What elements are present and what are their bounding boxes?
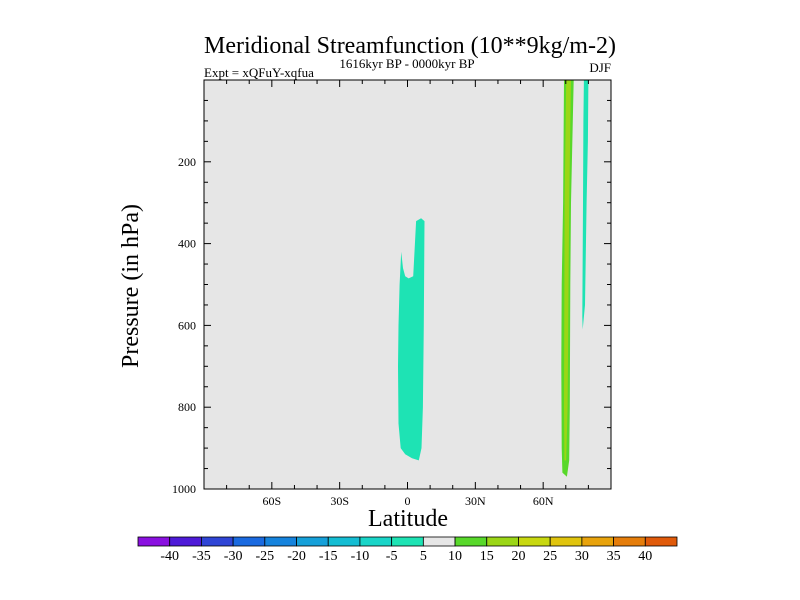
colorbar-label: 15 [480,549,494,564]
colorbar-label: -25 [255,549,274,564]
y-axis-title: Pressure (in hPa) [118,204,144,368]
colorbar-box [454,536,488,547]
x-tick-label: 0 [405,494,411,508]
colorbar-label: -40 [160,549,179,564]
axes: 200 400 600 800 1000 60S 30S 0 30N 60N [172,79,612,508]
colorbar-label: 40 [638,549,652,564]
y-tick-label: 1000 [172,482,196,496]
colorbar-box [581,536,614,547]
colorbar-box [232,536,266,547]
chart-title: Meridional Streamfunction (10**9kg/m-2) [204,33,616,59]
contour-region-3 [564,80,571,461]
colorbar-label: -20 [287,549,306,564]
colorbar-box [137,536,171,547]
colorbar-label: 30 [575,549,589,564]
colorbar-label: 5 [420,549,427,564]
x-axis-title: Latitude [368,506,448,532]
colorbar: -40 -35 -30 -25 -20 -15 -10 -5 5 10 15 20 25 30 35 40 [137,536,678,564]
x-tick-label: 30S [330,494,349,508]
colorbar-label: -30 [224,549,243,564]
season-label: DJF [589,60,611,75]
experiment-label: Expt = xQFuY-xqfua [204,65,314,80]
contour-region-4 [582,80,589,330]
colorbar-label: -15 [319,549,338,564]
colorbar-label: 35 [607,549,621,564]
colorbar-box [486,536,519,547]
contour-region-1 [398,218,425,461]
colorbar-label: -10 [351,549,370,564]
colorbar-label: -35 [192,549,211,564]
colorbar-box [391,536,424,547]
colorbar-box [169,536,202,547]
colorbar-box [264,536,297,547]
plot-area [204,80,611,489]
y-tick-label: 400 [178,237,196,251]
colorbar-box [518,536,551,547]
colorbar-label: 20 [511,549,525,564]
colorbar-box [327,536,361,547]
y-tick-label: 600 [178,318,196,332]
period-label: 1616kyr BP - 0000kyr BP [339,56,474,71]
colorbar-box [201,536,234,547]
colorbar-label: -5 [386,549,398,564]
colorbar-box [359,536,393,547]
colorbar-label: 10 [448,549,462,564]
colorbar-box [644,536,678,547]
colorbar-box [613,536,646,547]
colorbar-box [549,536,583,547]
y-tick-label: 800 [178,400,196,414]
colorbar-box [422,536,456,547]
colorbar-box [296,536,329,547]
colorbar-label: 25 [543,549,557,564]
x-tick-label: 60N [533,494,554,508]
x-tick-label: 60S [262,494,281,508]
y-tick-label: 200 [178,155,196,169]
x-tick-label: 30N [465,494,486,508]
